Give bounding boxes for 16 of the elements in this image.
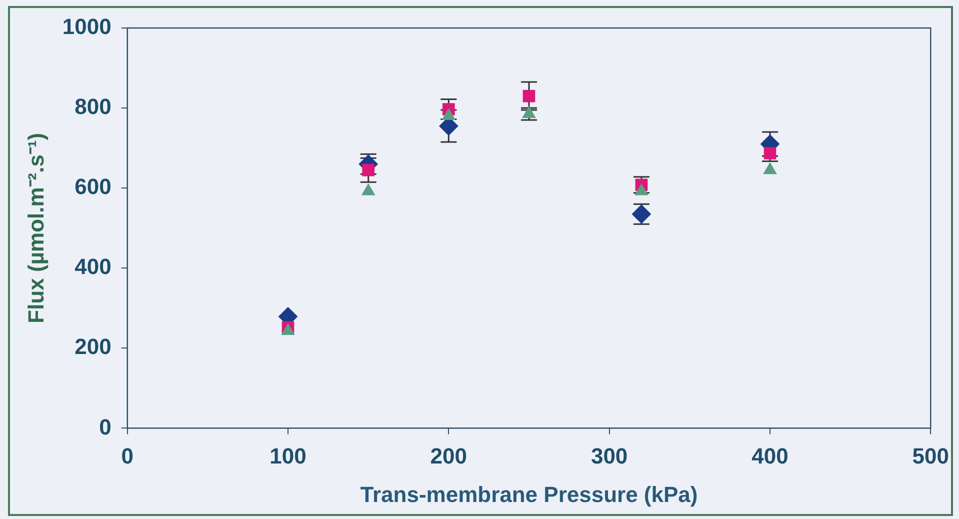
y-tick-label: 600 — [74, 174, 112, 200]
y-axis-title: Flux (µmol.m⁻².s⁻¹) — [23, 132, 48, 324]
x-tick-label: 100 — [270, 443, 306, 468]
y-tick-label: 200 — [74, 334, 112, 360]
y-tick-label: 800 — [74, 94, 112, 120]
point — [522, 90, 536, 102]
x-axis-title: Trans-membrane Pressure (kPa) — [360, 482, 698, 507]
point — [362, 164, 374, 176]
y-tick-label: 1000 — [62, 14, 112, 40]
x-tick-label: 200 — [430, 443, 468, 468]
x-tick-label: 400 — [752, 443, 788, 468]
y-tick-label: 400 — [74, 254, 112, 280]
x-tick-label: 300 — [590, 443, 628, 468]
y-tick-label: 0 — [99, 414, 112, 440]
x-tick-label: 500 — [912, 443, 950, 468]
x-tick-label: 0 — [121, 443, 134, 468]
